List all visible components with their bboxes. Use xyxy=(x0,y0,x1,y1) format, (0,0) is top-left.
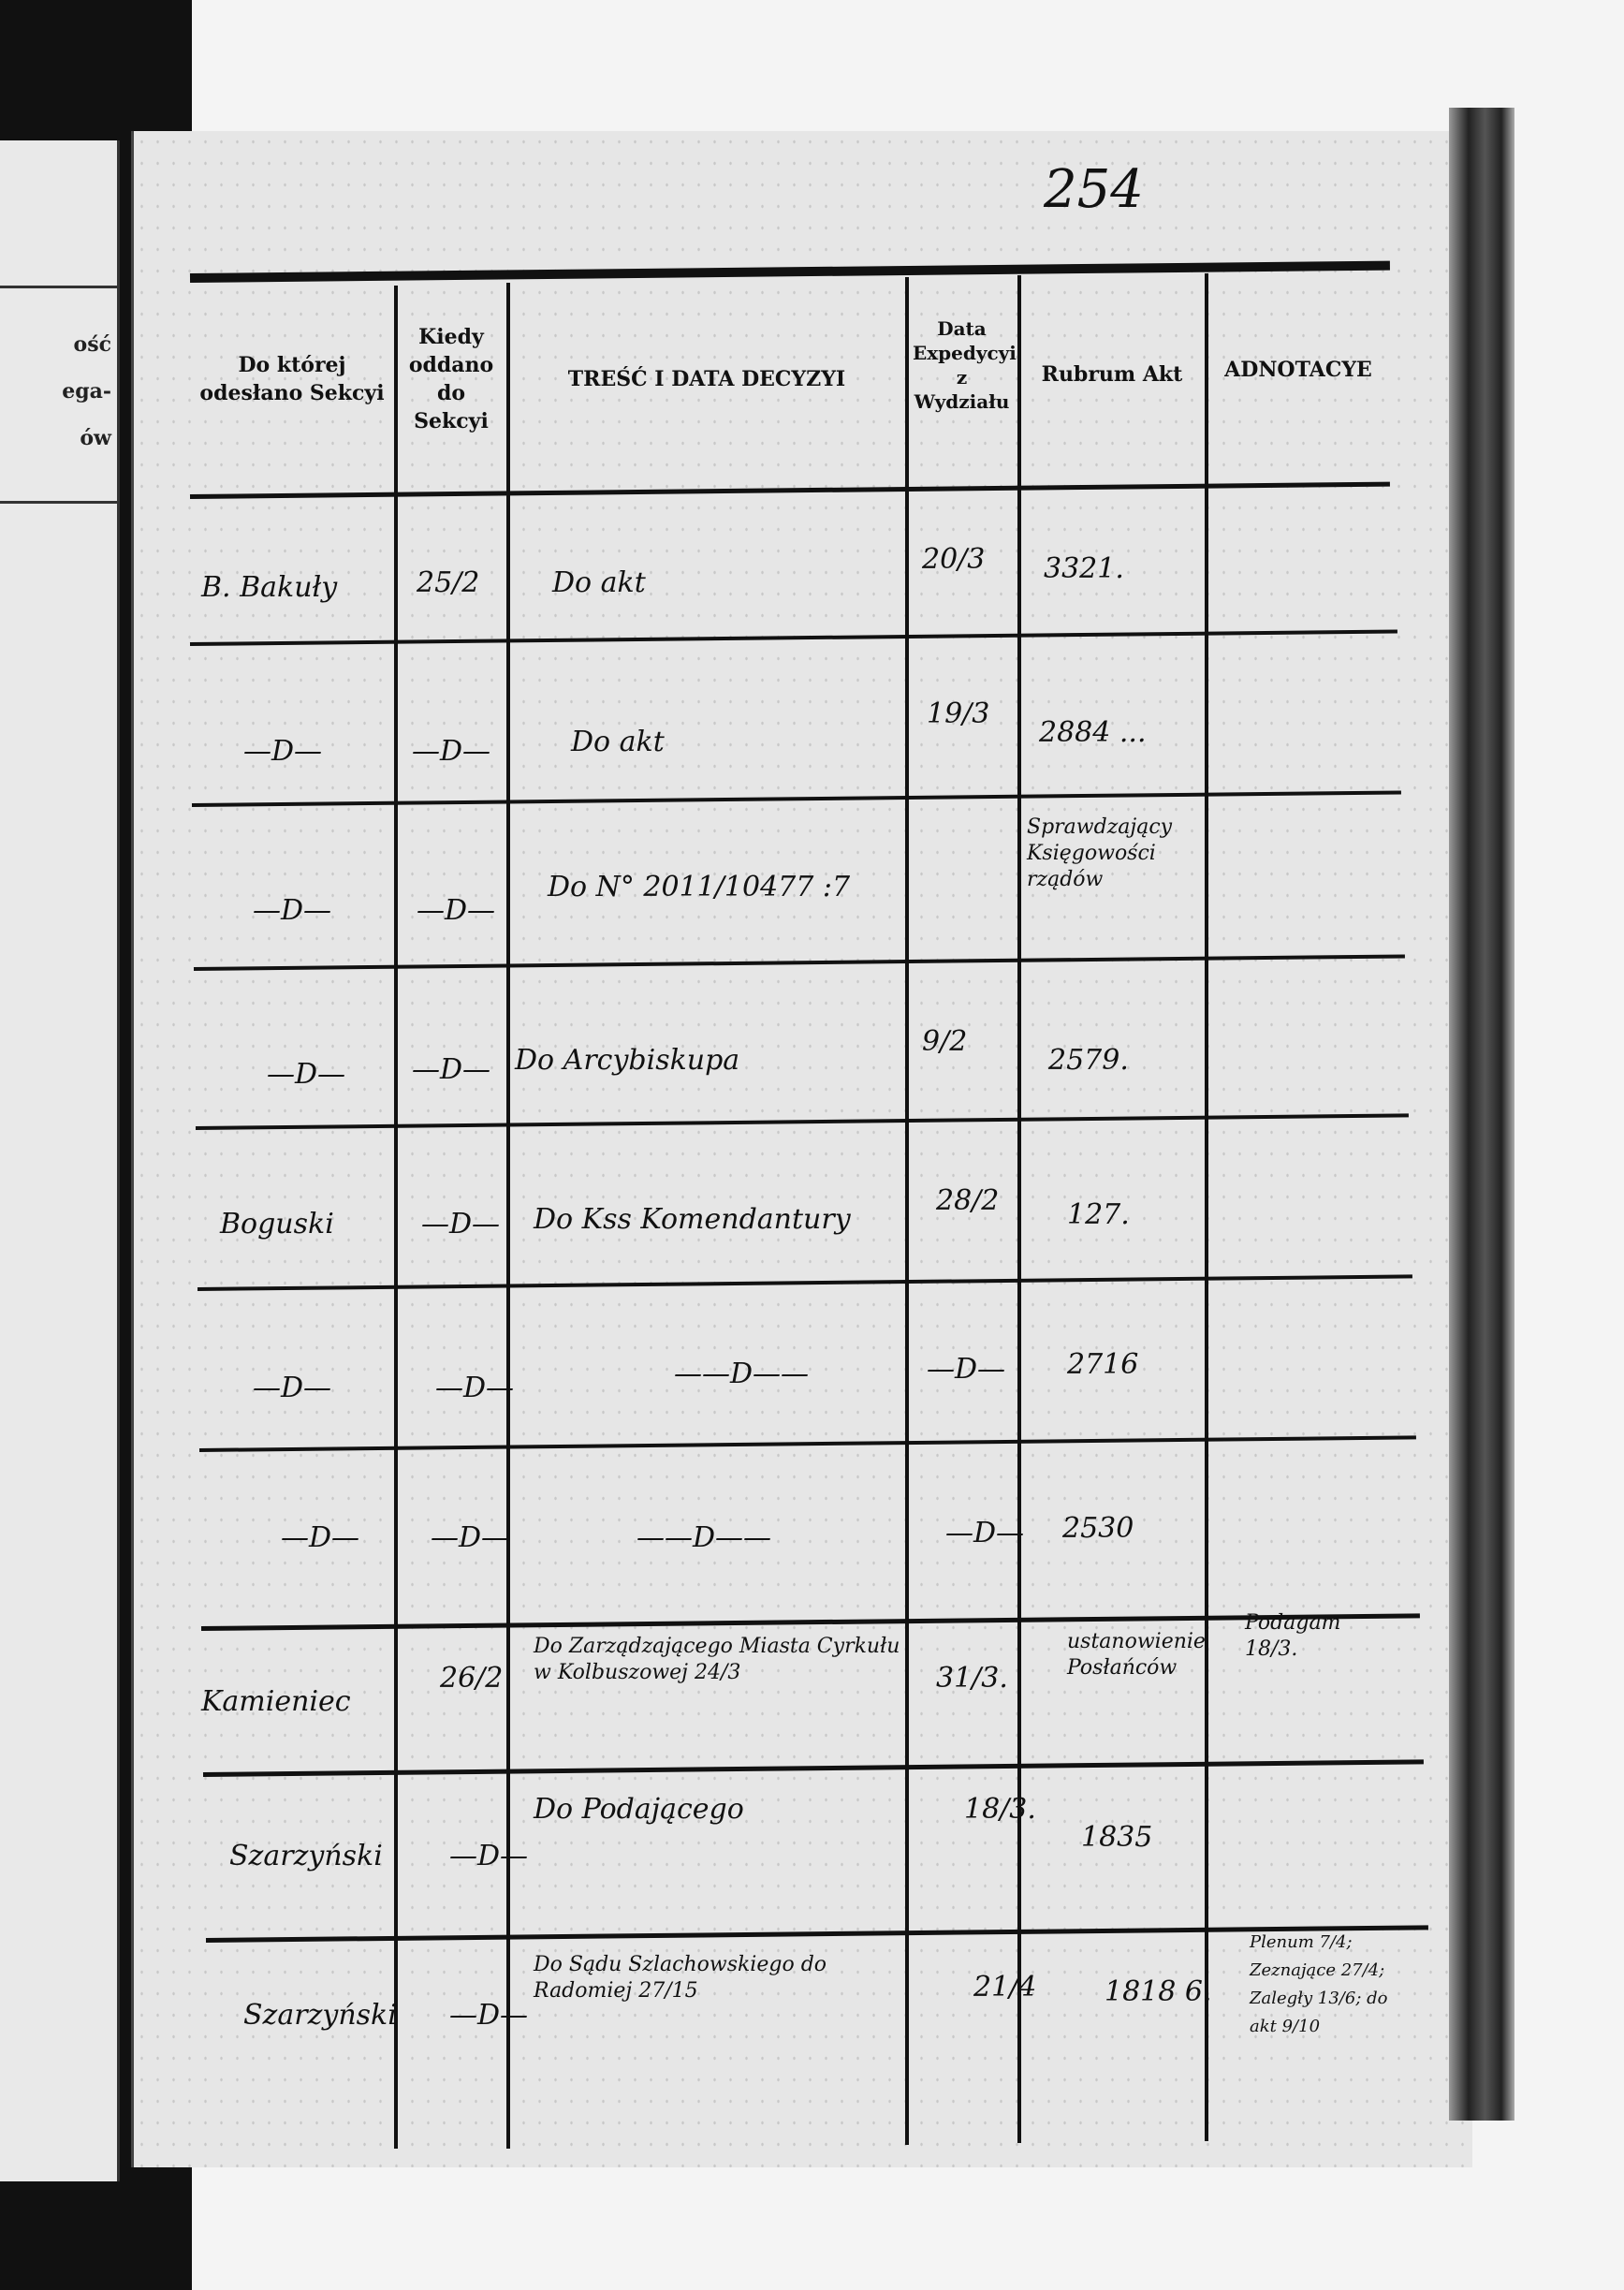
cell-tresc: Do Kss Komendantury xyxy=(534,1203,851,1236)
cell-rubrum: 127. xyxy=(1067,1198,1130,1231)
cell-expedycja: —D— xyxy=(927,1353,1006,1386)
cell-sekcja: Szarzyński xyxy=(229,1840,383,1872)
cell-sekcja: —D— xyxy=(253,894,332,927)
cell-adnotacye: Podagam 18/3. xyxy=(1245,1611,1341,1661)
cell-adnotacye: Plenum 7/4; Zeznające 27/4; Zaległy 13/6… xyxy=(1250,1932,1388,2036)
cell-tresc: Do akt xyxy=(571,726,665,758)
cell-rubrum: 2716 xyxy=(1067,1348,1139,1381)
cell-kiedy: —D— xyxy=(412,1053,491,1086)
cell-expedycja: 18/3. xyxy=(964,1793,1036,1826)
cell-kiedy: —D— xyxy=(435,1372,515,1404)
header-adnotacye: ADNOTACYE xyxy=(1224,358,1372,382)
cell-expedycja: 19/3 xyxy=(927,697,990,730)
cell-rubrum: 3321. xyxy=(1044,552,1124,585)
header-sekcja: Do której odesłano Sekcyi xyxy=(199,353,385,405)
cell-rubrum: ustanowienie Posłańców xyxy=(1067,1630,1206,1680)
cell-kiedy: —D— xyxy=(449,1840,529,1872)
cell-expedycja: 28/2 xyxy=(936,1184,1000,1217)
column-divider xyxy=(1017,275,1021,2143)
cell-sekcja: Boguski xyxy=(220,1208,334,1240)
cell-sekcja: —D— xyxy=(243,735,323,768)
register-page xyxy=(131,131,1472,2167)
column-divider xyxy=(394,286,398,2149)
cell-expedycja: 9/2 xyxy=(922,1025,968,1058)
header-expedycja: Data Expedycyi z Wydziału xyxy=(913,317,1017,413)
cell-expedycja: —D— xyxy=(945,1517,1025,1549)
cell-sekcja: B. Bakuły xyxy=(201,571,338,604)
cell-rubrum: 2530 xyxy=(1062,1512,1134,1545)
cell-sekcja: Kamieniec xyxy=(201,1685,351,1718)
cell-rubrum: 2884 ... xyxy=(1039,716,1147,749)
header-tresc: TREŚĆ I DATA DECYZYI xyxy=(567,367,846,391)
left-page-rule xyxy=(0,286,117,288)
cell-kiedy: —D— xyxy=(417,894,496,927)
cell-tresc: Do Zarządzającego Miasta Cyrkułu w Kolbu… xyxy=(534,1635,900,1684)
cell-kiedy: 25/2 xyxy=(417,566,480,599)
header-rubrum: Rubrum Akt xyxy=(1041,362,1183,387)
scan-border-bottom xyxy=(84,2181,168,2290)
cell-rubrum: 1835 xyxy=(1081,1821,1153,1854)
left-fragment: ów xyxy=(80,426,111,450)
cell-expedycja: 31/3. xyxy=(936,1662,1008,1695)
cell-tresc: ——D—— xyxy=(674,1358,810,1390)
column-divider xyxy=(1205,273,1208,2141)
cell-tresc: Do Sądu Szlachowskiego do Radomiej 27/15 xyxy=(534,1953,827,2003)
cell-expedycja: 21/4 xyxy=(973,1971,1037,2004)
cell-tresc: Do Arcybiskupa xyxy=(515,1044,740,1077)
page-number: 254 xyxy=(1044,159,1144,220)
cell-kiedy: —D— xyxy=(421,1208,501,1240)
cell-sekcja: —D— xyxy=(253,1372,332,1404)
left-page-fragment: ość ega- ów xyxy=(0,140,120,2181)
cell-tresc: Do akt xyxy=(552,566,646,599)
cell-rubrum: 1818 6. xyxy=(1105,1975,1212,2008)
cell-rubrum: Sprawdzający Księgowości rządów xyxy=(1027,815,1173,891)
cell-sekcja: —D— xyxy=(267,1058,346,1091)
cell-tresc: ——D—— xyxy=(636,1521,772,1554)
cell-kiedy: —D— xyxy=(449,1999,529,2032)
left-fragment: ość xyxy=(73,332,111,357)
left-page-rule xyxy=(0,501,117,504)
column-divider xyxy=(905,277,909,2145)
cell-kiedy: —D— xyxy=(412,735,491,768)
header-kiedy: Kiedy oddano do Sekcyi xyxy=(408,325,494,433)
cell-sekcja: Szarzyński xyxy=(243,1999,397,2032)
column-divider xyxy=(506,283,510,2149)
cell-kiedy: 26/2 xyxy=(440,1662,504,1695)
book-edge xyxy=(1449,108,1514,2121)
cell-expedycja: 20/3 xyxy=(922,543,986,576)
cell-sekcja: —D— xyxy=(281,1521,360,1554)
cell-tresc: Do Podającego xyxy=(534,1793,744,1826)
cell-kiedy: —D— xyxy=(431,1521,510,1554)
cell-rubrum: 2579. xyxy=(1048,1044,1129,1077)
cell-tresc: Do N° 2011/10477 :7 xyxy=(548,871,851,903)
left-fragment: ega- xyxy=(62,379,111,404)
